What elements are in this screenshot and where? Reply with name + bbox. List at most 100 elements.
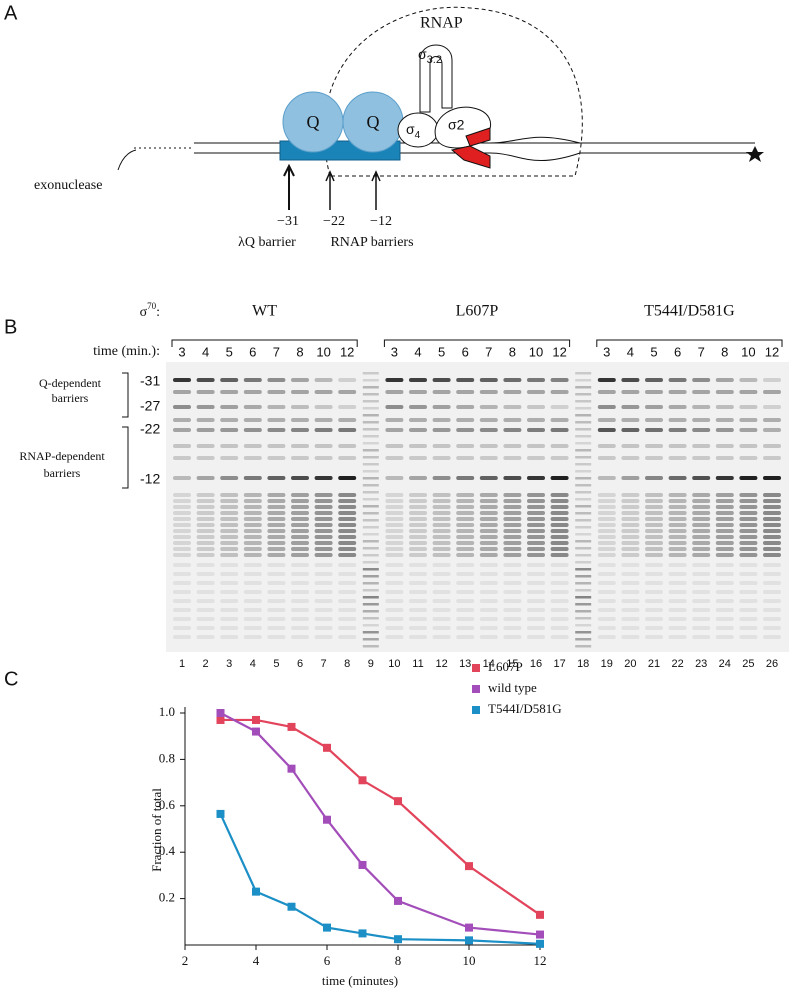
y-tick-label: 0.4 (159, 843, 176, 858)
gel-band (267, 378, 286, 382)
gel-band (267, 499, 286, 503)
gel-band (409, 599, 427, 603)
gel-band (739, 626, 758, 630)
gel-band (621, 626, 640, 630)
sigma-label: σ4 (406, 121, 421, 141)
data-point (287, 722, 296, 731)
ladder-band (575, 645, 592, 648)
gel-band (267, 529, 286, 533)
ladder-band (575, 617, 592, 620)
gel-band (503, 493, 522, 497)
lane-number: 13 (459, 658, 471, 670)
gel-band (763, 444, 781, 448)
gel-band (503, 405, 522, 409)
gel-band (527, 617, 545, 621)
gel-band (173, 608, 191, 612)
arrow (371, 170, 381, 210)
gel-band (739, 511, 758, 515)
bracket-label: Q-dependent (39, 376, 102, 390)
gel-band (479, 535, 498, 539)
gel-band (479, 456, 498, 460)
gel-band (597, 541, 616, 545)
ladder-band (362, 554, 379, 557)
gel-band (314, 529, 333, 533)
gel-band (291, 541, 309, 545)
gel-band (267, 590, 286, 594)
legend-swatch (472, 685, 480, 693)
gel-band (243, 535, 262, 539)
gel-band (479, 608, 498, 612)
gel-band (621, 476, 640, 480)
gel-band (409, 444, 427, 448)
time-label: 3 (391, 344, 398, 359)
gel-band (267, 572, 286, 576)
gel-band (715, 541, 734, 545)
gel-band (527, 563, 545, 567)
gel-band (597, 523, 616, 527)
gel-band (220, 405, 239, 409)
gel-band (479, 378, 498, 382)
gel-band (527, 390, 545, 394)
panel-a: A RNAP σ3.2 Q Q σ4 σ2 exonuclease −31 −2… (4, 2, 764, 250)
gel-band (173, 553, 191, 557)
ladder-band (362, 533, 379, 536)
gel-band (715, 505, 734, 509)
gel-band (739, 590, 758, 594)
gel-band (385, 529, 404, 533)
gel-band (503, 572, 522, 576)
gel-band (479, 405, 498, 409)
gel-band (715, 517, 734, 521)
gel-band (291, 505, 309, 509)
gel-band (597, 511, 616, 515)
gel-band (715, 590, 734, 594)
ladder-band (575, 463, 592, 466)
gel-band (715, 626, 734, 630)
lane-number: 6 (297, 658, 303, 670)
gel-band (739, 444, 758, 448)
gel-band (314, 428, 333, 432)
gel-band (597, 418, 616, 422)
gel-band (763, 390, 781, 394)
gel-band (763, 547, 781, 551)
gel-band (243, 511, 262, 515)
gel-band (645, 476, 663, 480)
gel-band (314, 493, 333, 497)
gel-band (621, 511, 640, 515)
time-label: 10 (316, 344, 330, 359)
gel-band (196, 523, 215, 527)
gel-band (220, 581, 239, 585)
gel-band (645, 635, 663, 639)
gel-band (597, 493, 616, 497)
gel-band (763, 418, 781, 422)
gel-band (668, 378, 687, 382)
gel-band (220, 547, 239, 551)
gel-band (479, 418, 498, 422)
gel-band (645, 553, 663, 557)
gel-band (243, 517, 262, 521)
gel-band (763, 428, 781, 432)
gel-band (314, 541, 333, 545)
gel-band (173, 547, 191, 551)
gel-band (338, 572, 357, 576)
gel-band (456, 456, 475, 460)
panel-label: B (4, 316, 17, 338)
gel-band (338, 476, 357, 480)
gel-band (338, 428, 357, 432)
gel-band (291, 547, 309, 551)
position-label: −31 (277, 214, 299, 229)
gel-band (267, 428, 286, 432)
gel-band (385, 444, 404, 448)
gel-band (456, 428, 475, 432)
gel-band (267, 626, 286, 630)
gel-band (739, 635, 758, 639)
position-label: −22 (323, 214, 345, 229)
sigma-sub: 4 (415, 130, 421, 141)
time-label: 12 (552, 344, 566, 359)
ladder-band (362, 484, 379, 487)
sigma: σ (418, 46, 427, 62)
gel-band (338, 590, 357, 594)
gel-band (645, 378, 663, 382)
gel-band (692, 590, 711, 594)
ladder-band (575, 568, 592, 571)
gel-band (763, 511, 781, 515)
